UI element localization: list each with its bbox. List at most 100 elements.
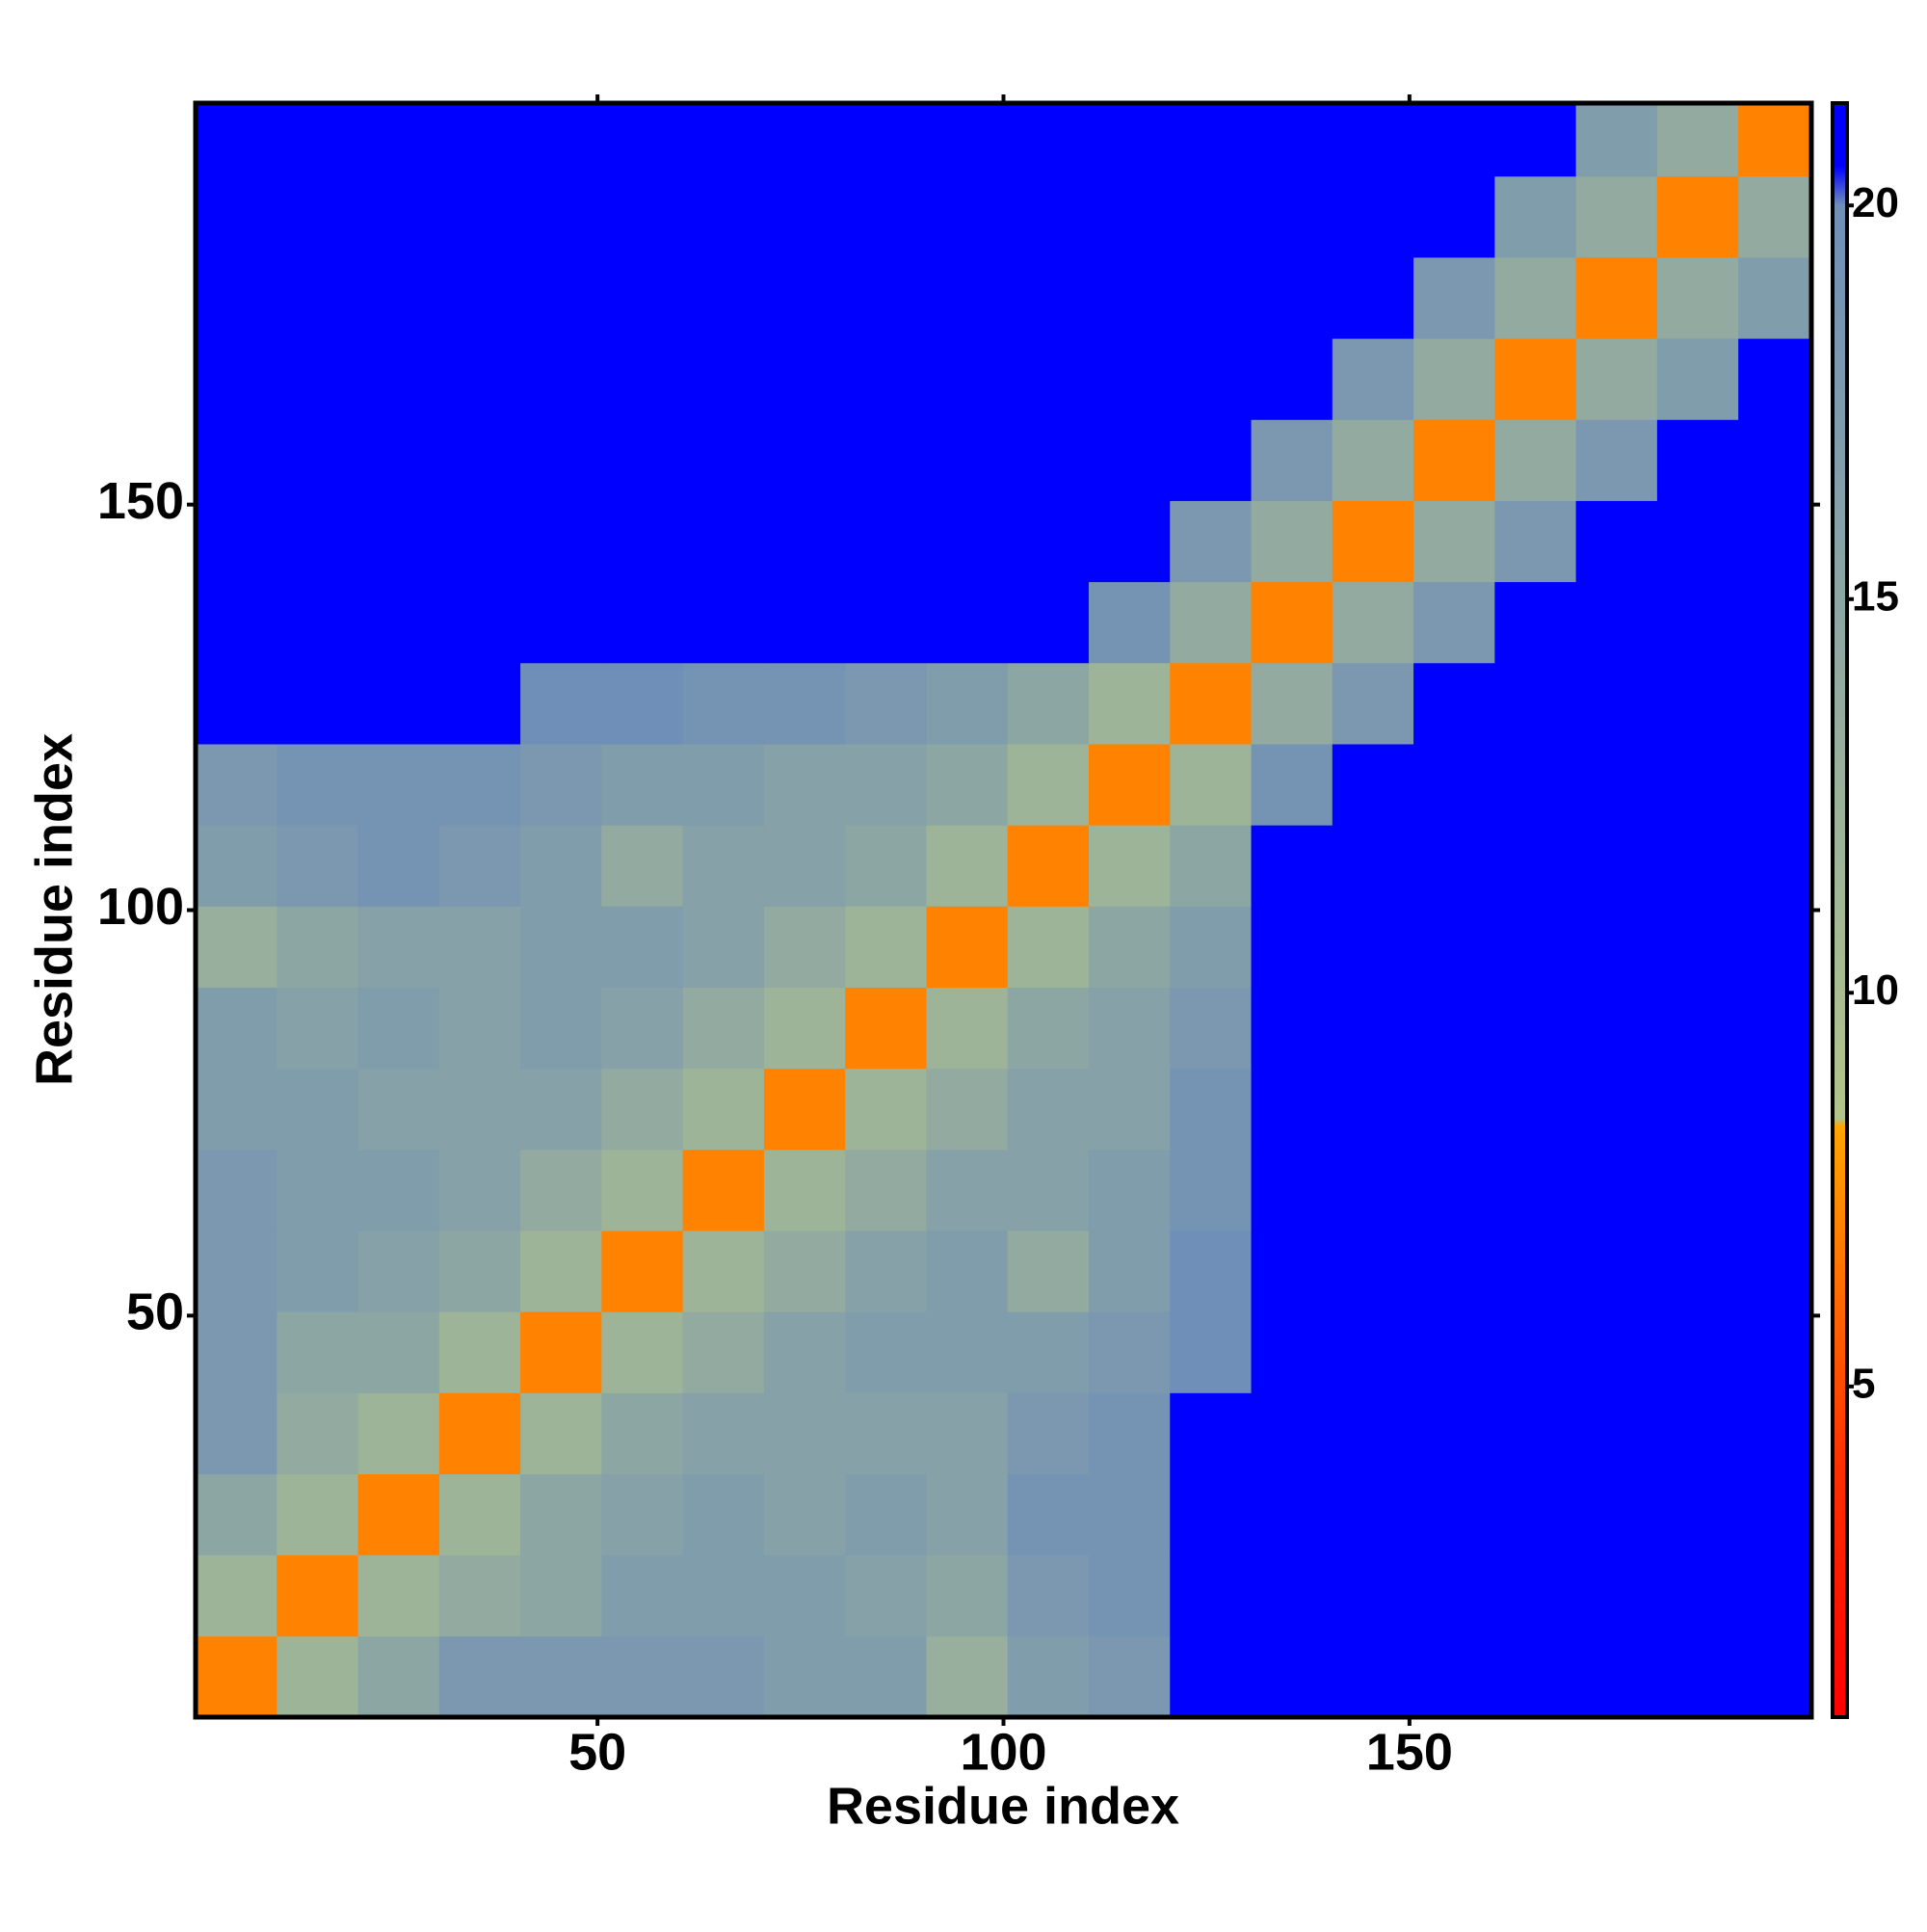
heatmap-cell bbox=[845, 906, 927, 988]
heatmap-cell bbox=[1332, 987, 1414, 1070]
heatmap-cell bbox=[438, 1392, 521, 1474]
heatmap-cell bbox=[277, 1392, 359, 1474]
heatmap-cell bbox=[682, 256, 765, 339]
heatmap-cell bbox=[1413, 1473, 1495, 1556]
heatmap-cell bbox=[1007, 1230, 1090, 1312]
heatmap-cell bbox=[1494, 338, 1577, 420]
heatmap-cell bbox=[845, 175, 927, 258]
heatmap-cell bbox=[438, 1068, 521, 1151]
heatmap-cell bbox=[601, 338, 684, 420]
heatmap-cell bbox=[520, 743, 602, 826]
heatmap-cell bbox=[1413, 175, 1495, 258]
heatmap-cell bbox=[1007, 1473, 1090, 1556]
heatmap-cell bbox=[1088, 1149, 1171, 1231]
heatmap-cell bbox=[196, 1635, 277, 1718]
heatmap-cell bbox=[1413, 743, 1495, 826]
heatmap-cell bbox=[1494, 987, 1577, 1070]
heatmap-cell bbox=[1332, 419, 1414, 501]
heatmap-cell bbox=[926, 175, 1009, 258]
heatmap-cell bbox=[1656, 1149, 1739, 1231]
heatmap-cell bbox=[1251, 662, 1333, 745]
heatmap-cell bbox=[1575, 987, 1658, 1070]
heatmap-cell bbox=[1170, 1635, 1253, 1718]
heatmap-cell bbox=[520, 338, 602, 420]
heatmap-cell bbox=[601, 175, 684, 258]
heatmap-cell bbox=[520, 103, 602, 177]
heatmap-cell bbox=[1332, 743, 1414, 826]
heatmap-cell bbox=[845, 1149, 927, 1231]
heatmap-cell bbox=[601, 1635, 684, 1718]
heatmap-cell bbox=[1088, 1473, 1171, 1556]
heatmap-cell bbox=[926, 1392, 1009, 1474]
heatmap-cell bbox=[277, 1149, 359, 1231]
heatmap-cell bbox=[1251, 1311, 1333, 1393]
heatmap-cell bbox=[763, 581, 846, 664]
heatmap-cell bbox=[682, 662, 765, 745]
heatmap-cell bbox=[1251, 1554, 1333, 1637]
heatmap-cell bbox=[1738, 419, 1812, 501]
heatmap-cell bbox=[1088, 662, 1171, 745]
heatmap-cell bbox=[926, 1554, 1009, 1637]
heatmap-cell bbox=[1088, 1554, 1171, 1637]
heatmap-cell bbox=[277, 906, 359, 988]
heatmap-cell bbox=[601, 906, 684, 988]
heatmap-cell bbox=[1656, 1230, 1739, 1312]
heatmap-cell bbox=[277, 419, 359, 501]
heatmap-cell bbox=[1413, 906, 1495, 988]
heatmap-cell bbox=[1170, 1554, 1253, 1637]
heatmap-cell bbox=[1088, 1635, 1171, 1718]
heatmap-cell bbox=[845, 1230, 927, 1312]
heatmap-cell bbox=[1494, 419, 1577, 501]
heatmap-cell bbox=[763, 743, 846, 826]
heatmap-cell bbox=[1413, 987, 1495, 1070]
heatmap-cell bbox=[845, 987, 927, 1070]
heatmap-cell bbox=[196, 1149, 277, 1231]
heatmap-cell bbox=[520, 1230, 602, 1312]
heatmap-cell bbox=[1088, 581, 1171, 664]
heatmap-cell bbox=[438, 256, 521, 339]
heatmap-cell bbox=[682, 1311, 765, 1393]
heatmap-cell bbox=[1738, 500, 1812, 583]
heatmap-cell bbox=[196, 419, 277, 501]
heatmap-cell bbox=[1575, 662, 1658, 745]
heatmap-cell bbox=[357, 1068, 440, 1151]
heatmap-cell bbox=[682, 500, 765, 583]
heatmap-cell bbox=[1575, 1473, 1658, 1556]
heatmap-cell bbox=[1332, 500, 1414, 583]
heatmap-cell bbox=[1738, 825, 1812, 907]
heatmap-cell bbox=[357, 1230, 440, 1312]
heatmap-cell bbox=[1738, 175, 1812, 258]
heatmap-cell bbox=[1170, 743, 1253, 826]
heatmap-cell bbox=[1007, 1311, 1090, 1393]
heatmap-cell bbox=[1251, 1068, 1333, 1151]
heatmap-cell bbox=[1575, 906, 1658, 988]
heatmap-cell bbox=[1332, 175, 1414, 258]
heatmap-cell bbox=[763, 419, 846, 501]
heatmap-cell bbox=[845, 1392, 927, 1474]
heatmap-cell bbox=[926, 1311, 1009, 1393]
heatmap-cell bbox=[1170, 338, 1253, 420]
heatmap-cell bbox=[196, 1392, 277, 1474]
heatmap-cell bbox=[1656, 1635, 1739, 1718]
heatmap-cell bbox=[926, 662, 1009, 745]
heatmap-cell bbox=[1088, 1068, 1171, 1151]
heatmap-cell bbox=[357, 338, 440, 420]
heatmap-cell bbox=[1332, 1149, 1414, 1231]
heatmap-cell bbox=[1656, 419, 1739, 501]
heatmap-cell bbox=[845, 103, 927, 177]
heatmap-cell bbox=[1738, 987, 1812, 1070]
heatmap-cell bbox=[682, 1635, 765, 1718]
heatmap-cell bbox=[1251, 500, 1333, 583]
heatmap-cell bbox=[682, 1149, 765, 1231]
heatmap-cell bbox=[438, 743, 521, 826]
colorbar-tick-label: 5 bbox=[1852, 1360, 1875, 1407]
heatmap-cell bbox=[1656, 662, 1739, 745]
heatmap-cell bbox=[1170, 256, 1253, 339]
heatmap-cell bbox=[1251, 987, 1333, 1070]
heatmap-cell bbox=[1738, 1311, 1812, 1393]
heatmap-cell bbox=[438, 906, 521, 988]
heatmap-cell bbox=[277, 1473, 359, 1556]
heatmap-cell bbox=[357, 743, 440, 826]
heatmap-cell bbox=[1494, 1473, 1577, 1556]
